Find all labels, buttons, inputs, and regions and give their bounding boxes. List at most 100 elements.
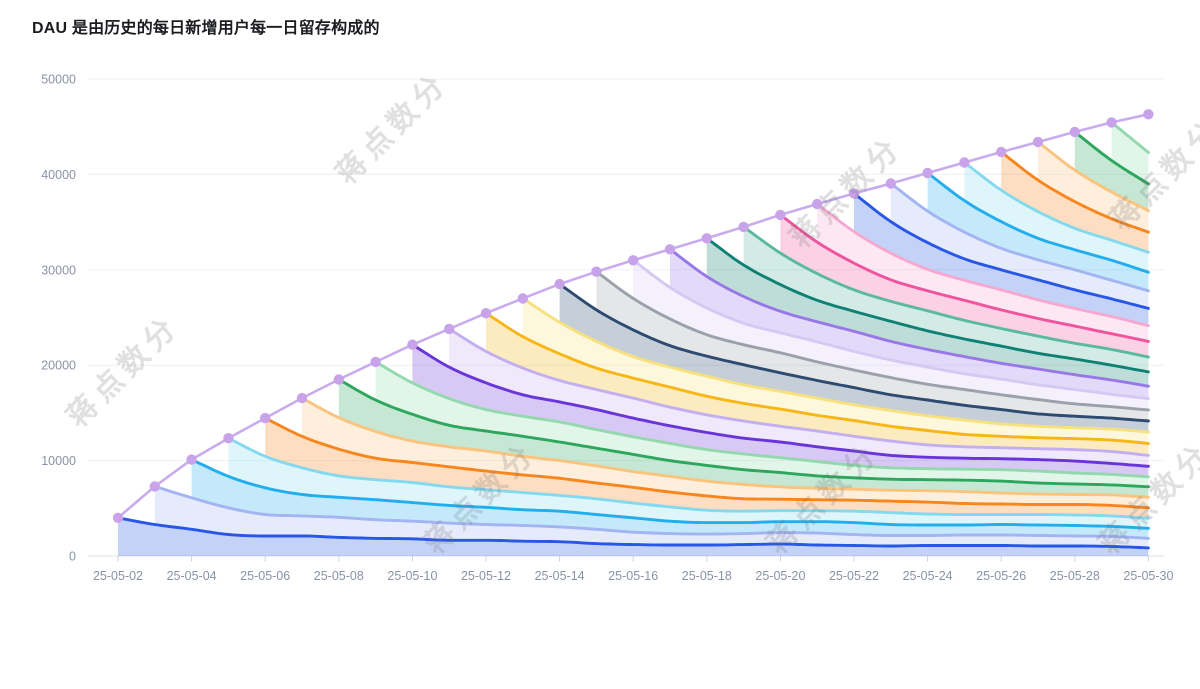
cohort-line-25-05-07 xyxy=(300,396,1150,499)
x-tick-label: 25-05-12 xyxy=(461,569,511,583)
cohort-line-25-05-19 xyxy=(742,225,1150,359)
dau-point-25-05-08[interactable] xyxy=(333,374,344,385)
dau-point-25-05-07[interactable] xyxy=(296,392,308,404)
cohort-line-25-05-09 xyxy=(374,360,1150,479)
x-tick-label: 25-05-30 xyxy=(1123,569,1173,583)
dau-point-25-05-22[interactable] xyxy=(848,188,860,199)
dau-point-25-05-25[interactable] xyxy=(959,157,970,168)
cohort-line-25-05-20 xyxy=(778,213,1150,343)
cohort-line-25-05-03 xyxy=(153,484,1150,540)
cohort-line-25-05-17 xyxy=(668,247,1150,388)
dau-point-25-05-21[interactable] xyxy=(812,198,823,210)
cohort-line-25-05-11 xyxy=(447,327,1150,457)
cohort-area-25-05-16[interactable] xyxy=(633,260,1149,410)
cohort-area-25-05-09[interactable] xyxy=(375,361,1149,487)
cohort-line-25-05-27 xyxy=(1036,140,1150,213)
x-tick-label: 25-05-20 xyxy=(755,569,805,583)
cohort-line-25-05-23 xyxy=(889,182,1150,293)
dau-point-25-05-09[interactable] xyxy=(370,356,381,368)
x-tick-label: 25-05-22 xyxy=(829,569,879,583)
y-tick-label: 0 xyxy=(69,550,76,564)
y-tick-label: 20000 xyxy=(41,359,76,373)
x-tick-label: 25-05-08 xyxy=(314,569,364,583)
x-tick-label: 25-05-24 xyxy=(903,569,953,583)
cohort-area-25-05-24[interactable] xyxy=(927,173,1149,291)
cohort-area-25-05-28[interactable] xyxy=(1074,131,1149,211)
cohort-area-25-05-25[interactable] xyxy=(964,162,1149,273)
cohort-line-25-05-14 xyxy=(558,282,1150,423)
cohort-line-25-05-29 xyxy=(1110,120,1150,154)
dau-point-25-05-17[interactable] xyxy=(664,244,676,255)
cohort-line-25-05-24 xyxy=(926,171,1150,274)
x-tick-label: 25-05-18 xyxy=(682,569,732,583)
x-tick-label: 25-05-06 xyxy=(240,569,290,583)
y-tick-label: 40000 xyxy=(41,168,76,182)
cohort-area-25-05-29[interactable] xyxy=(1111,122,1149,184)
cohort-line-25-05-08 xyxy=(337,378,1150,489)
dau-point-25-05-19[interactable] xyxy=(738,221,749,233)
cohort-line-25-05-28 xyxy=(1073,130,1150,186)
dau-point-25-05-18[interactable] xyxy=(701,233,712,244)
dau-point-25-05-23[interactable] xyxy=(885,178,896,189)
cohort-area-25-05-12[interactable] xyxy=(486,313,1149,456)
dau-point-25-05-12[interactable] xyxy=(480,308,492,319)
cohort-area-25-05-23[interactable] xyxy=(890,183,1149,309)
dau-point-25-05-24[interactable] xyxy=(922,167,933,179)
x-tick-label: 25-05-02 xyxy=(93,569,143,583)
cohort-line-25-05-15 xyxy=(594,270,1150,412)
dau-point-25-05-13[interactable] xyxy=(517,293,528,304)
dau-point-25-05-11[interactable] xyxy=(444,323,455,335)
cohort-line-25-05-26 xyxy=(999,150,1150,234)
cohort-lines xyxy=(116,120,1150,550)
cohort-area-25-05-07[interactable] xyxy=(302,398,1149,508)
dau-point-25-05-27[interactable] xyxy=(1032,136,1044,148)
dau-point-25-05-10[interactable] xyxy=(407,339,418,350)
dau-point-25-05-26[interactable] xyxy=(996,146,1007,158)
dau-point-25-05-14[interactable] xyxy=(554,278,565,290)
dau-point-25-05-29[interactable] xyxy=(1106,117,1117,128)
cohort-area-25-05-19[interactable] xyxy=(743,226,1149,372)
cohort-area-25-05-06[interactable] xyxy=(265,418,1149,519)
cohort-area-25-05-04[interactable] xyxy=(191,459,1149,539)
y-tick-label: 50000 xyxy=(41,73,76,87)
dau-point-25-05-28[interactable] xyxy=(1069,126,1081,138)
cohort-line-25-05-04 xyxy=(190,458,1150,530)
dau-point-25-05-06[interactable] xyxy=(260,412,271,424)
dau-envelope-points xyxy=(112,109,1154,523)
cohort-line-25-05-18 xyxy=(705,236,1150,374)
dau-point-25-05-03[interactable] xyxy=(149,481,160,492)
x-tick-label: 25-05-14 xyxy=(535,569,585,583)
x-tick-label: 25-05-28 xyxy=(1050,569,1100,583)
x-tick-label: 25-05-16 xyxy=(608,569,658,583)
cohort-area-25-05-03[interactable] xyxy=(154,486,1149,548)
cohort-area-25-05-11[interactable] xyxy=(449,328,1149,467)
cohort-line-25-05-22 xyxy=(852,192,1150,310)
x-tick-label: 25-05-04 xyxy=(167,569,217,583)
cohort-line-25-05-10 xyxy=(410,343,1150,468)
dau-point-25-05-02[interactable] xyxy=(112,512,124,523)
dau-point-25-05-15[interactable] xyxy=(591,266,602,277)
cohort-area-25-05-10[interactable] xyxy=(412,344,1149,477)
cohort-area-25-05-17[interactable] xyxy=(670,249,1149,399)
dau-point-25-05-20[interactable] xyxy=(775,209,786,221)
cohort-line-25-05-16 xyxy=(631,258,1150,401)
dau-point-25-05-30[interactable] xyxy=(1143,109,1154,120)
cohort-line-25-05-13 xyxy=(521,296,1150,434)
cohort-line-25-05-05 xyxy=(226,436,1150,520)
y-tick-label: 10000 xyxy=(41,454,76,468)
cohort-area-25-05-18[interactable] xyxy=(706,238,1149,387)
x-tick-label: 25-05-26 xyxy=(976,569,1026,583)
cohort-area-25-05-22[interactable] xyxy=(854,193,1149,326)
cohort-line-25-05-21 xyxy=(815,202,1150,328)
cohort-area-25-05-08[interactable] xyxy=(338,379,1149,498)
chart-title: DAU 是由历史的每日新增用户每一日留存构成的 xyxy=(32,20,380,37)
dau-point-25-05-04[interactable] xyxy=(186,454,197,465)
dau-point-25-05-16[interactable] xyxy=(628,255,639,266)
grid: 0 10000 20000 30000 40000 50000 xyxy=(41,73,1164,564)
y-tick-label: 30000 xyxy=(41,263,76,277)
cohort-area-25-05-20[interactable] xyxy=(780,214,1149,358)
dau-point-25-05-05[interactable] xyxy=(223,433,234,444)
cohort-line-25-05-25 xyxy=(962,161,1150,254)
